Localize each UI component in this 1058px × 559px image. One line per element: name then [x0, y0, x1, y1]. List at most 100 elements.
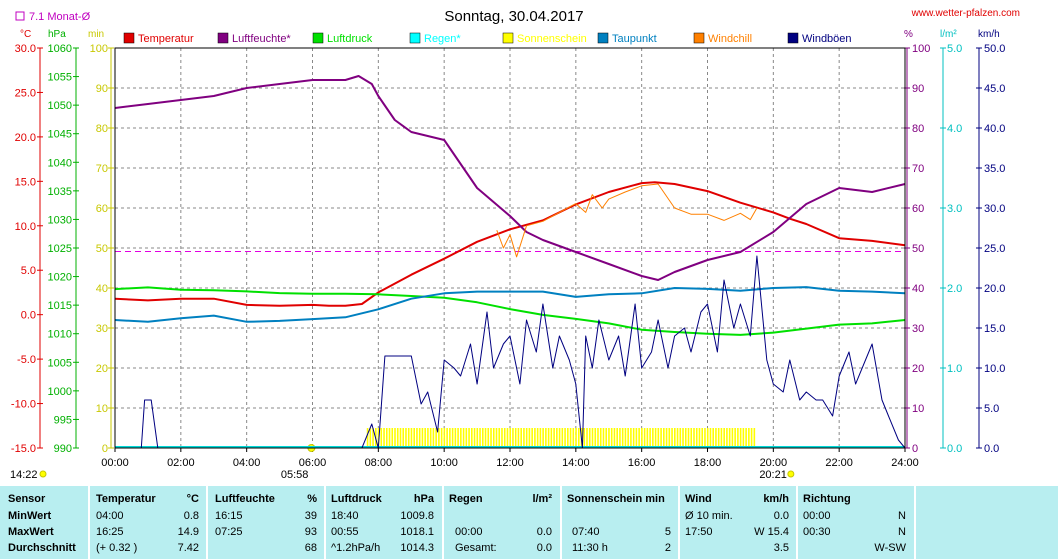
- legend-label: Sonnenschein: [517, 33, 587, 45]
- series-line-temperatur: [114, 181, 906, 307]
- sunshine-bar: [693, 428, 695, 448]
- sunshine-bar: [438, 428, 440, 448]
- sunshine-bar: [641, 428, 643, 448]
- tick-label: -15.0: [11, 443, 36, 455]
- stats-cell: W 15.4: [754, 526, 789, 538]
- sunshine-bar: [481, 428, 484, 448]
- sunshine-bar: [577, 428, 580, 448]
- tick-label: 5.0: [947, 43, 962, 55]
- sunset-time: 20:21: [759, 469, 787, 481]
- stats-cell: 00:00: [803, 510, 831, 522]
- sunshine-bar: [561, 428, 564, 448]
- axes: -15.0 -10.0 -5.0 0.0 5.0 10.0 15.0 20.0 25.0 30.0…: [10, 43, 1005, 481]
- stats-cell: 17:50: [685, 526, 713, 538]
- legend-swatch: [787, 32, 799, 44]
- sunshine-bar: [473, 428, 476, 448]
- sunshine-bar: [610, 428, 613, 448]
- sunshine-bar: [728, 428, 731, 448]
- sunshine-bar: [613, 428, 616, 448]
- sunshine-bar: [619, 428, 621, 448]
- sunshine-bar: [654, 428, 657, 448]
- tick-label: 90: [912, 83, 924, 95]
- sunshine-bar: [569, 428, 572, 448]
- sunshine-bar: [501, 428, 503, 448]
- unit-temp: °C: [20, 29, 31, 40]
- stats-cell: Regen: [449, 493, 483, 505]
- stats-cell: 16:25: [96, 526, 124, 538]
- stats-cell: l/m²: [532, 493, 552, 505]
- series-line-luftdruck: [114, 286, 906, 336]
- sunshine-bar: [734, 428, 736, 448]
- sunshine-bar: [457, 428, 459, 448]
- tick-label: 2.0: [947, 283, 962, 295]
- tick-label: 40.0: [984, 123, 1005, 135]
- tick-label: 80: [96, 123, 108, 135]
- tick-label: 0.0: [984, 443, 999, 455]
- sunshine-bar: [698, 428, 701, 448]
- stats-cell: (+ 0.32 ): [96, 542, 138, 554]
- tick-label: 100: [90, 43, 108, 55]
- site-link[interactable]: www.wetter-pfalzen.com: [911, 8, 1020, 19]
- series-line-windchill: [496, 183, 758, 258]
- monthly-avg-label: 7.1 Monat-Ø: [29, 11, 91, 23]
- sunshine-bar: [572, 428, 575, 448]
- tick-label: 50.0: [984, 43, 1005, 55]
- sunshine-bar: [432, 428, 435, 448]
- sunshine-bar: [449, 428, 451, 448]
- stats-cell: 0.0: [536, 526, 552, 538]
- sunshine-bar: [657, 428, 660, 448]
- stats-cell: 14.9: [177, 526, 199, 538]
- sunshine-bar: [715, 428, 717, 448]
- sunshine-bar: [531, 428, 533, 448]
- sunshine-bar: [399, 428, 402, 448]
- sunshine-bar: [704, 428, 706, 448]
- stats-cell: 3.5: [773, 542, 789, 554]
- stats-cell: 7.42: [177, 542, 199, 554]
- sunshine-bar: [542, 428, 544, 448]
- sunshine-bar: [451, 428, 454, 448]
- tick-label: 1.0: [947, 363, 962, 375]
- tick-label: 4.0: [947, 123, 962, 135]
- plot-frame: [114, 47, 906, 449]
- stats-column-bg: [562, 486, 678, 559]
- series-line-windböen: [140, 255, 906, 449]
- sun-icon: [39, 470, 47, 478]
- unit-sun: min: [88, 29, 104, 40]
- stats-cell: 68: [304, 542, 317, 554]
- legend-swatch: [409, 32, 421, 44]
- tick-label: 40: [96, 283, 108, 295]
- tick-label: 995: [54, 414, 72, 426]
- tick-label: 20.0: [15, 132, 36, 144]
- stats-cell: 1018.1: [400, 526, 434, 538]
- sunshine-bar: [410, 428, 413, 448]
- sunshine-bar: [520, 428, 522, 448]
- tick-label: 1025: [48, 243, 72, 255]
- stats-column-bg: [916, 486, 1058, 559]
- sunshine-bar: [435, 428, 437, 448]
- sunshine-bar: [380, 428, 383, 448]
- sunshine-bar: [495, 428, 498, 448]
- chart-title: Sonntag, 30.04.2017: [444, 8, 583, 25]
- tick-label: 30: [96, 323, 108, 335]
- series-line-luftfeuchte: [114, 75, 906, 281]
- sunshine-bar: [525, 428, 528, 448]
- sunshine-bar: [512, 428, 514, 448]
- sunshine-bar: [391, 428, 394, 448]
- sunshine-bar: [616, 428, 618, 448]
- tick-label: 40: [912, 283, 924, 295]
- stats-cell: Durchschnitt: [8, 542, 76, 554]
- sunshine-bar: [534, 428, 536, 448]
- sunshine-bar: [717, 428, 720, 448]
- tick-label: 04:00: [233, 457, 261, 469]
- sunshine-bar: [575, 428, 577, 448]
- sunshine-bar: [471, 428, 473, 448]
- tick-label: 1060: [48, 43, 72, 55]
- legend-swatch: [312, 32, 324, 44]
- stats-cell: 1009.8: [400, 510, 434, 522]
- stats-cell: 5: [664, 526, 671, 538]
- sunshine-bar: [536, 428, 539, 448]
- tick-label: 30: [912, 323, 924, 335]
- sunshine-bar: [608, 428, 610, 448]
- legend-label: Windchill: [708, 33, 752, 45]
- sunshine-bar: [487, 428, 490, 448]
